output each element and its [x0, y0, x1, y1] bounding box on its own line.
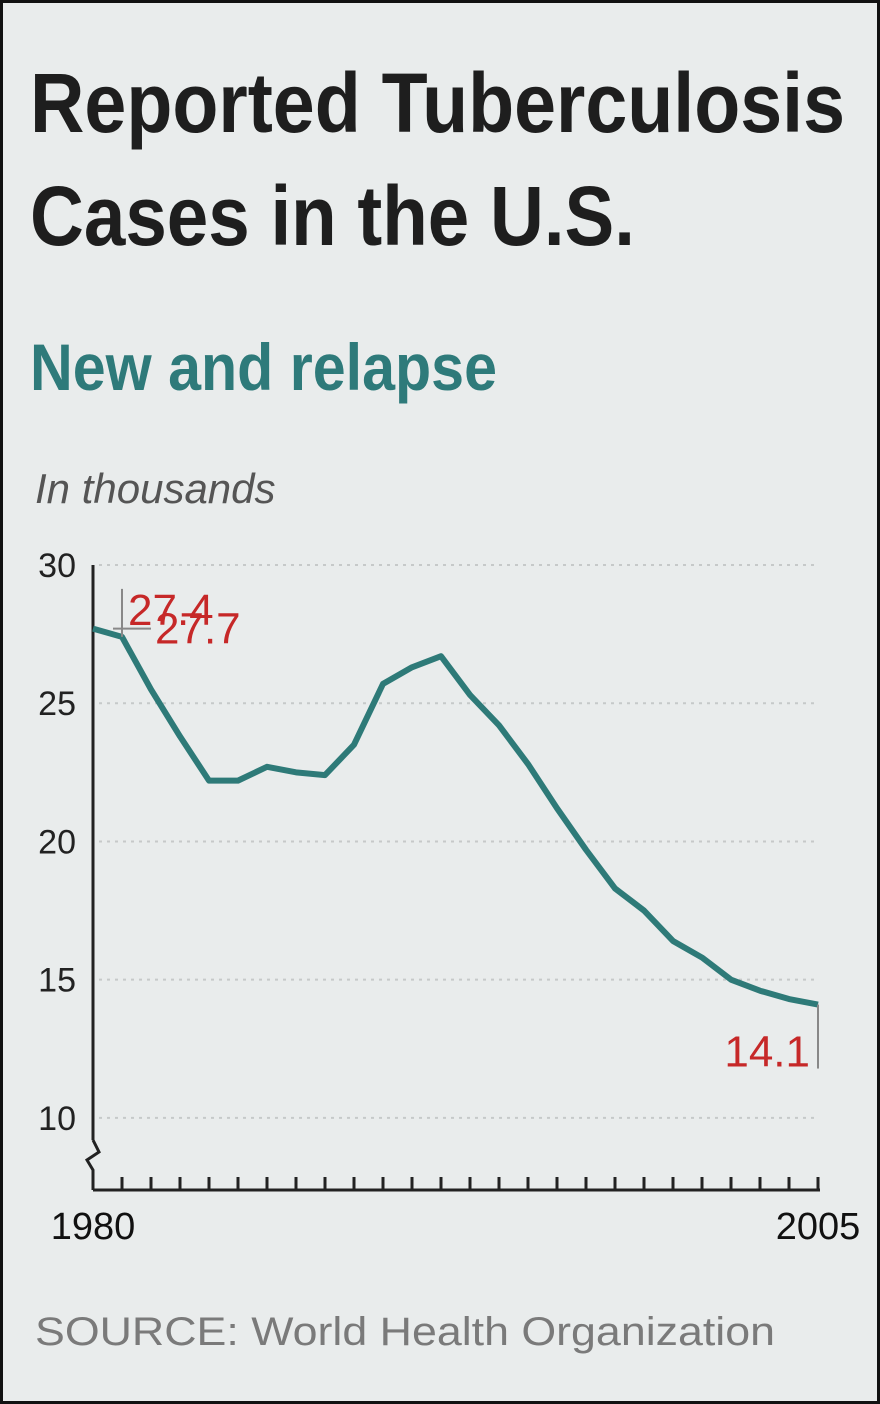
data-label: 14.1: [724, 1028, 810, 1077]
chart-title: Reported Tuberculosis: [30, 56, 845, 150]
axis-break: [84, 1139, 101, 1190]
y-tick-label: 20: [38, 823, 76, 861]
x-tick-label: 2005: [776, 1206, 861, 1248]
y-tick-label: 30: [38, 547, 76, 585]
y-axis-label: In thousands: [35, 465, 276, 512]
y-tick-label: 15: [38, 962, 76, 1000]
source: SOURCE: World Health Organization: [35, 1310, 775, 1354]
chart-title-line2: Cases in the U.S.: [30, 169, 635, 263]
x-tick-label: 1980: [51, 1206, 136, 1248]
y-tick-label: 25: [38, 685, 76, 723]
data-label: 27.7: [155, 605, 241, 654]
data-line: [92, 625, 819, 1008]
y-tick-label: 10: [38, 1100, 76, 1138]
chart-subtitle: New and relapse: [30, 330, 497, 404]
data-label: 27.4: [128, 586, 214, 635]
